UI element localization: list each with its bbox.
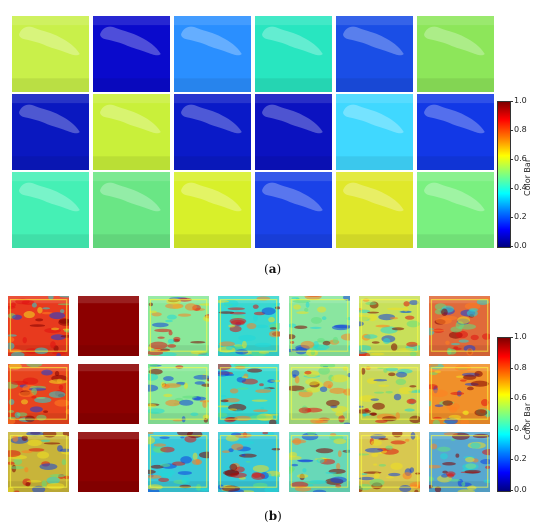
colorbar-tick-label: 0.2 [510,454,527,464]
panel-a-tile [255,94,332,170]
colorbar-tick-label: 0.0 [510,241,527,250]
panel-a-colorbar-label: Color Bar [523,158,532,196]
panel-a-colorbar [497,101,511,248]
colorbar-tick-label: 0.4 [510,423,527,433]
colorbar-tick-label: 0.4 [510,183,527,192]
panel-a-tile [174,16,251,92]
panel-a-tile [255,172,332,248]
panel-b-tile [288,364,350,424]
panel-b-heatmap-grid [8,296,490,492]
panel-b-tile [78,432,140,492]
panel-b-tile [8,364,70,424]
panel-a-tile [417,172,494,248]
panel-a-tile [12,94,89,170]
panel-a-tile [12,172,89,248]
panel-b-tile [218,296,280,356]
panel-a-tile [336,94,413,170]
colorbar-tick-label: 1.0 [510,332,527,341]
panel-b-caption: (b) [264,509,282,523]
panel-b-tile [288,296,350,356]
panel-b-tile [218,364,280,424]
panel-b-tile [428,432,490,492]
colorbar-tick-label: 0.2 [510,212,527,221]
panel-b-tile [8,296,70,356]
panel-a-tile [174,172,251,248]
panel-b-colorbar-label: Color Bar [523,402,532,440]
colorbar-tick-label: 0.8 [510,125,527,134]
panel-b-tile [358,364,420,424]
colorbar-tick-label: 1.0 [510,96,527,105]
colorbar-tick-label: 0.6 [510,393,527,403]
panel-a-tile [417,94,494,170]
panel-a-tile [93,94,170,170]
panel-b-tile [148,296,210,356]
panel-b-tile [8,432,70,492]
panel-a-tile [336,172,413,248]
panel-b-tile [78,364,140,424]
panel-a-tile [93,172,170,248]
panel-b-tile [218,432,280,492]
panel-b-tile [428,296,490,356]
panel-a-tile [336,16,413,92]
panel-a-tile [12,16,89,92]
colorbar-tick-label: 0.6 [510,154,527,163]
panel-b-tile [358,432,420,492]
panel-a-heatmap-grid [12,16,494,248]
panel-b-tile [148,432,210,492]
colorbar-tick-label: 0.8 [510,362,527,372]
panel-b-tile [78,296,140,356]
panel-a-tile [93,16,170,92]
panel-b-colorbar [497,337,511,492]
panel-a-tile [255,16,332,92]
panel-b-tile [288,432,350,492]
panel-b-tile [428,364,490,424]
colorbar-tick-label: 0.0 [510,485,527,494]
panel-a-tile [174,94,251,170]
panel-a-caption: (a) [264,262,282,276]
panel-b-tile [358,296,420,356]
panel-b-tile [148,364,210,424]
panel-a-tile [417,16,494,92]
